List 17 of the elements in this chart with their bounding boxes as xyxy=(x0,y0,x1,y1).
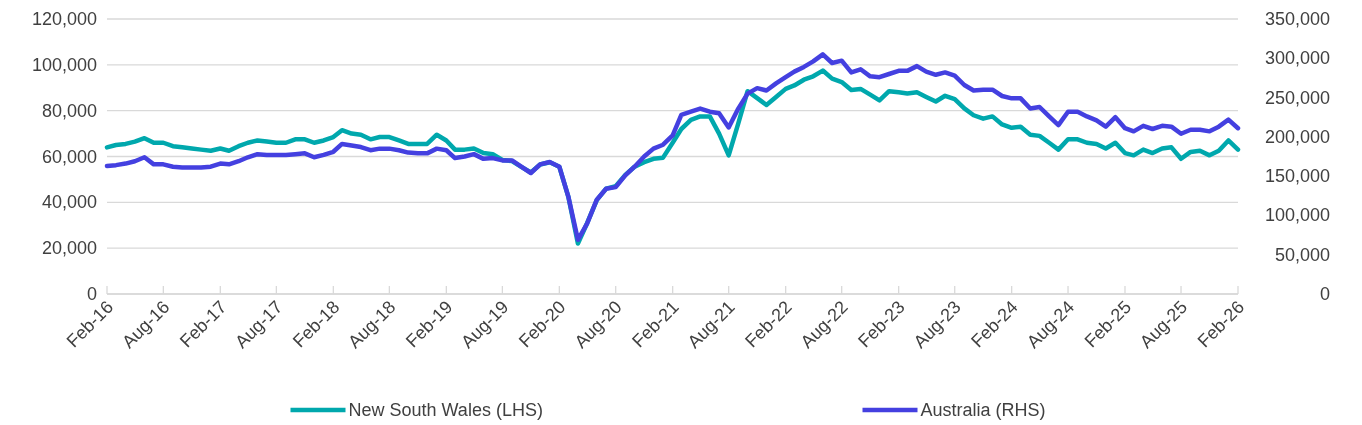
y2-tick-label: 50,000 xyxy=(1274,244,1330,265)
y-tick-label: 0 xyxy=(86,284,97,304)
y-tick-label: 100,000 xyxy=(31,54,97,75)
legend-label: New South Wales (LHS) xyxy=(348,400,543,420)
legend-label: Australia (RHS) xyxy=(920,400,1046,420)
y-tick-label: 80,000 xyxy=(41,100,97,121)
y2-tick-label: 150,000 xyxy=(1264,166,1330,187)
y2-tick-label: 300,000 xyxy=(1264,48,1330,69)
y2-tick-label: 0 xyxy=(1319,284,1330,304)
y2-tick-label: 250,000 xyxy=(1264,87,1330,108)
y2-tick-label: 100,000 xyxy=(1264,205,1330,226)
y2-tick-label: 200,000 xyxy=(1264,126,1330,147)
y2-tick-label: 350,000 xyxy=(1264,9,1330,29)
y-tick-label: 60,000 xyxy=(41,146,97,167)
y-tick-label: 120,000 xyxy=(31,9,97,29)
y-tick-label: 40,000 xyxy=(41,192,97,213)
y-tick-label: 20,000 xyxy=(41,238,97,259)
